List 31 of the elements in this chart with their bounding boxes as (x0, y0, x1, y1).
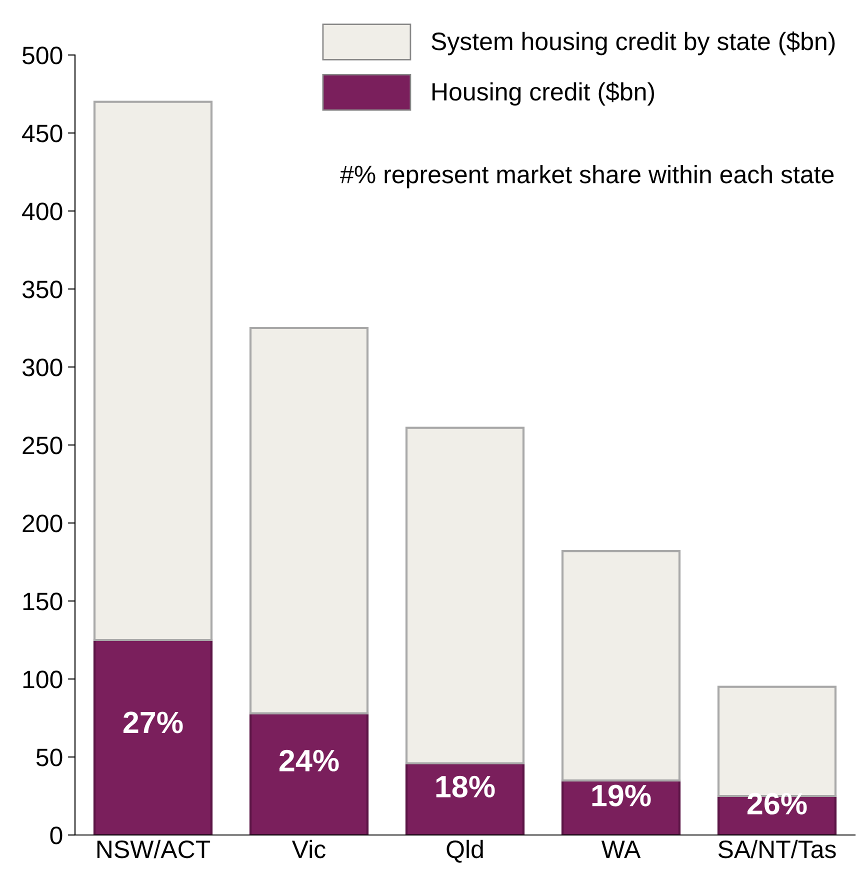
x-tick-label: SA/NT/Tas (718, 840, 836, 858)
bar (405, 762, 525, 835)
y-tick-label: 350 (22, 280, 62, 298)
y-tick-label: 150 (23, 592, 62, 610)
y-tick-label: 200 (22, 514, 62, 532)
annotation: 18% (436, 776, 495, 798)
annotation: 19% (592, 784, 651, 806)
y-tick-label: 50 (36, 748, 62, 766)
bar (561, 550, 681, 782)
annotation: 27% (123, 712, 183, 734)
bar (93, 100, 213, 642)
bar (93, 638, 213, 835)
bar (249, 326, 369, 714)
legend-label: System housing credit by state ($bn) (432, 32, 835, 56)
y-tick-label: 100 (23, 670, 62, 688)
bar (405, 426, 525, 764)
annotation: 24% (279, 750, 339, 772)
legend-label: Housing credit ($bn) (432, 82, 654, 106)
x-tick-label: NSW/ACT (97, 840, 210, 858)
y-tick-label: 500 (22, 46, 62, 64)
annotation: #% represent market share within each state (340, 165, 834, 188)
x-tick-label: Qld (446, 840, 483, 863)
y-tick-label: 300 (22, 358, 62, 376)
bar (249, 712, 369, 835)
y-tick-label: 400 (22, 202, 62, 220)
y-tick-label: 250 (22, 436, 62, 454)
annotation: 26% (747, 792, 807, 815)
x-tick-label: Vic (292, 840, 326, 858)
x-tick-label: WA (601, 840, 641, 858)
y-tick-label: 0 (50, 826, 62, 844)
y-tick-label: 450 (22, 124, 62, 142)
